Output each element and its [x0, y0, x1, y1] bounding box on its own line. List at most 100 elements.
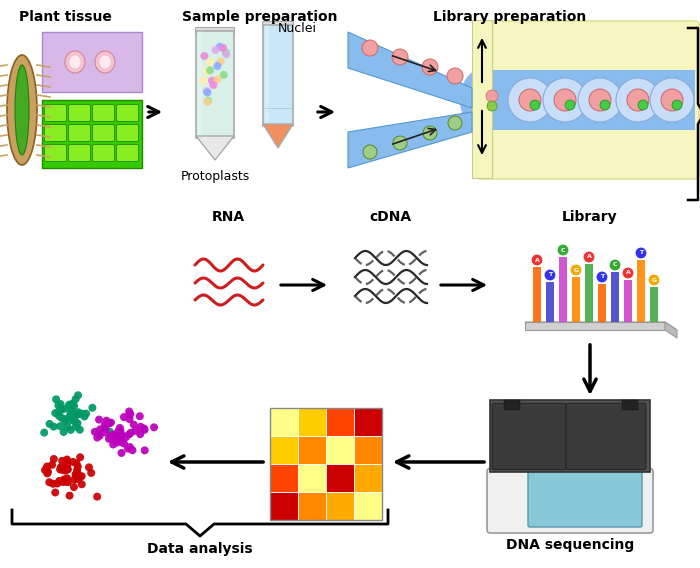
Circle shape — [422, 59, 438, 75]
Circle shape — [136, 423, 145, 431]
FancyBboxPatch shape — [69, 144, 90, 161]
Text: C: C — [612, 262, 617, 268]
Circle shape — [61, 467, 69, 475]
Bar — [622, 400, 638, 410]
Text: A: A — [535, 257, 540, 262]
Circle shape — [101, 421, 108, 429]
Circle shape — [136, 412, 144, 420]
Circle shape — [111, 434, 118, 442]
Bar — [624, 280, 632, 322]
Text: G: G — [652, 278, 657, 282]
Circle shape — [113, 438, 121, 446]
Circle shape — [531, 254, 543, 266]
FancyBboxPatch shape — [45, 124, 66, 141]
Polygon shape — [665, 322, 677, 338]
Circle shape — [55, 401, 62, 409]
Text: Plant tissue: Plant tissue — [19, 10, 111, 24]
FancyBboxPatch shape — [480, 70, 695, 130]
Circle shape — [487, 101, 497, 111]
Circle shape — [130, 421, 138, 429]
Circle shape — [638, 100, 648, 110]
Circle shape — [140, 424, 148, 432]
Circle shape — [127, 429, 135, 437]
Circle shape — [48, 461, 56, 469]
Circle shape — [214, 76, 221, 83]
Circle shape — [609, 259, 621, 271]
Circle shape — [57, 414, 66, 422]
Circle shape — [622, 267, 634, 279]
Circle shape — [209, 81, 218, 89]
Circle shape — [136, 430, 144, 438]
Circle shape — [118, 431, 126, 439]
Bar — [504, 400, 520, 410]
FancyBboxPatch shape — [69, 124, 90, 141]
Circle shape — [150, 423, 158, 431]
Ellipse shape — [460, 70, 500, 130]
Circle shape — [141, 426, 148, 434]
Bar — [326, 408, 354, 436]
Circle shape — [120, 440, 128, 448]
Circle shape — [91, 428, 99, 436]
Circle shape — [63, 474, 71, 482]
Bar — [572, 277, 580, 322]
Circle shape — [109, 441, 117, 449]
Circle shape — [116, 427, 125, 435]
Circle shape — [116, 431, 124, 439]
Bar — [533, 267, 541, 322]
Bar — [559, 257, 567, 322]
FancyBboxPatch shape — [42, 100, 142, 168]
Circle shape — [530, 100, 540, 110]
Circle shape — [57, 463, 65, 471]
Circle shape — [132, 427, 139, 435]
Text: G: G — [573, 268, 579, 273]
Circle shape — [73, 460, 80, 467]
Circle shape — [53, 479, 62, 487]
Circle shape — [71, 476, 78, 484]
Text: A: A — [626, 270, 631, 275]
Circle shape — [60, 415, 69, 423]
Circle shape — [113, 431, 121, 439]
Circle shape — [486, 90, 498, 102]
Circle shape — [204, 97, 212, 105]
Circle shape — [57, 463, 65, 471]
FancyBboxPatch shape — [263, 25, 293, 126]
Polygon shape — [348, 32, 472, 108]
Text: T: T — [639, 250, 643, 256]
Text: RNA: RNA — [211, 210, 244, 224]
Circle shape — [70, 483, 78, 491]
Circle shape — [635, 247, 647, 259]
FancyBboxPatch shape — [528, 471, 642, 527]
Circle shape — [557, 244, 569, 256]
Bar — [354, 436, 382, 464]
FancyBboxPatch shape — [116, 124, 139, 141]
Circle shape — [46, 478, 53, 486]
Circle shape — [73, 466, 81, 474]
Circle shape — [60, 428, 68, 436]
Circle shape — [64, 423, 71, 431]
Bar — [270, 492, 298, 520]
Circle shape — [71, 417, 79, 425]
Circle shape — [107, 435, 116, 442]
Bar — [546, 282, 554, 322]
Circle shape — [219, 44, 227, 52]
Circle shape — [203, 68, 211, 76]
FancyBboxPatch shape — [92, 144, 115, 161]
Circle shape — [102, 429, 110, 437]
FancyBboxPatch shape — [492, 403, 566, 470]
FancyBboxPatch shape — [490, 400, 650, 471]
Bar — [298, 436, 326, 464]
Circle shape — [69, 400, 76, 408]
Circle shape — [95, 429, 103, 437]
Circle shape — [74, 391, 82, 399]
Circle shape — [63, 457, 71, 465]
FancyBboxPatch shape — [198, 31, 202, 138]
Polygon shape — [348, 112, 472, 168]
FancyBboxPatch shape — [262, 22, 293, 28]
Circle shape — [393, 136, 407, 150]
Circle shape — [220, 71, 228, 79]
Circle shape — [50, 455, 58, 463]
Circle shape — [114, 431, 122, 438]
FancyBboxPatch shape — [487, 469, 653, 533]
Circle shape — [206, 66, 214, 74]
Circle shape — [672, 100, 682, 110]
